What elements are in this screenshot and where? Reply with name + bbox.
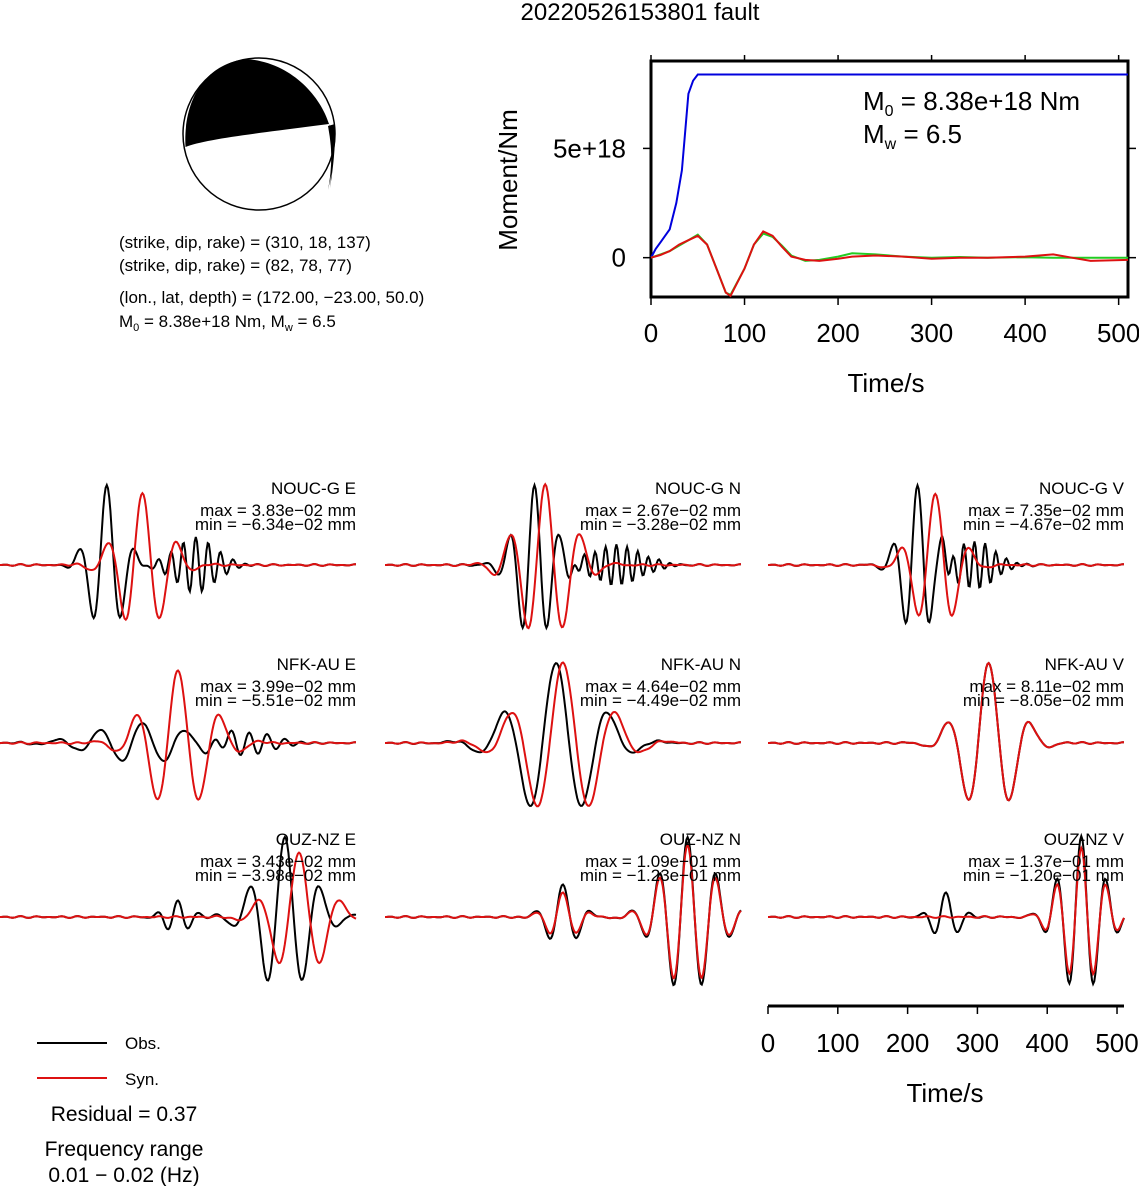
max-amplitude: max = 1.09e−01 mm bbox=[585, 852, 741, 871]
moment-summary: M0 = 8.38e+18 Nm, Mw = 6.5 bbox=[119, 312, 336, 334]
moment-series-group bbox=[650, 73, 1129, 298]
moment-x-tick-label: 500 bbox=[1097, 318, 1139, 348]
max-amplitude: max = 8.11e−02 mm bbox=[969, 677, 1124, 696]
max-amplitude: max = 2.67e−02 mm bbox=[585, 501, 741, 520]
source-location: (lon., lat, depth) = (172.00, −23.00, 50… bbox=[119, 288, 424, 307]
station-label: OUZ-NZ N bbox=[660, 830, 741, 849]
station-label: NOUC-G E bbox=[271, 479, 356, 498]
waveform-x-tick-label: 100 bbox=[816, 1028, 859, 1058]
mw-annotation: Mw = 6.5 bbox=[863, 119, 962, 153]
focal-mechanism-beachball bbox=[182, 57, 336, 211]
synthetic-waveform bbox=[385, 661, 741, 808]
waveform-time-axis: 0 100 200 300 400 500 bbox=[761, 1004, 1139, 1058]
waveform-x-label: Time/s bbox=[906, 1078, 983, 1108]
min-amplitude: min = −3.98e−02 mm bbox=[195, 866, 356, 885]
station-label: NOUC-G N bbox=[655, 479, 741, 498]
moment-y-label: Moment/Nm bbox=[493, 109, 523, 251]
max-amplitude: max = 3.83e−02 mm bbox=[200, 501, 356, 520]
min-amplitude: min = −1.23e−01 mm bbox=[580, 866, 741, 885]
moment-y-tick-label: 0 bbox=[612, 243, 626, 273]
m0-annotation: M0 = 8.38e+18 Nm bbox=[863, 86, 1080, 120]
moment-x-tick-label: 300 bbox=[910, 318, 953, 348]
focal-plane-1: (strike, dip, rake) = (310, 18, 137) bbox=[119, 233, 371, 252]
synthetic-waveform bbox=[768, 845, 1125, 977]
max-amplitude: max = 4.64e−02 mm bbox=[585, 677, 741, 696]
station-label: NFK-AU V bbox=[1045, 655, 1125, 674]
synthetic-waveform bbox=[0, 851, 357, 965]
synthetic-waveform bbox=[768, 661, 1124, 802]
legend: Obs. Syn. bbox=[37, 1034, 161, 1089]
moment-chart-frame bbox=[649, 59, 1130, 299]
min-amplitude: min = −4.49e−02 mm bbox=[580, 691, 741, 710]
residual-text: Residual = 0.37 bbox=[51, 1103, 198, 1126]
min-amplitude: min = −1.20e−01 mm bbox=[963, 866, 1124, 885]
waveform-x-tick-label: 400 bbox=[1026, 1028, 1069, 1058]
moment-x-tick-label: 0 bbox=[644, 318, 658, 348]
focal-plane-2: (strike, dip, rake) = (82, 78, 77) bbox=[119, 256, 352, 275]
moment-x-tick-label: 100 bbox=[723, 318, 766, 348]
synthetic-waveform bbox=[385, 842, 742, 980]
min-amplitude: min = −8.05e−02 mm bbox=[963, 691, 1124, 710]
synthetic-waveform bbox=[385, 482, 741, 630]
waveform-x-tick-label: 200 bbox=[886, 1028, 929, 1058]
min-amplitude: min = −3.28e−02 mm bbox=[580, 515, 741, 534]
station-label: NFK-AU E bbox=[277, 655, 356, 674]
station-label: NOUC-G V bbox=[1039, 479, 1125, 498]
observed-waveform bbox=[0, 722, 356, 762]
moment-series-0 bbox=[650, 73, 1128, 259]
synthetic-waveform bbox=[0, 491, 356, 622]
synthetic-waveform bbox=[0, 669, 356, 801]
moment-x-tick-label: 200 bbox=[816, 318, 859, 348]
moment-chart: 0 100 200 300 400 500 0 5e+18 Time/s Moment/Nm… bbox=[493, 55, 1139, 398]
station-label: NFK-AU N bbox=[661, 655, 741, 674]
legend-obs-label: Obs. bbox=[125, 1034, 161, 1053]
focal-parameters: (strike, dip, rake) = (310, 18, 137) (st… bbox=[119, 233, 424, 334]
legend-syn-label: Syn. bbox=[125, 1070, 159, 1089]
moment-y-tick-label: 5e+18 bbox=[553, 133, 626, 163]
moment-x-tick-label: 400 bbox=[1003, 318, 1046, 348]
station-label: OUZ-NZ V bbox=[1044, 830, 1125, 849]
waveform-x-tick-label: 500 bbox=[1095, 1028, 1138, 1058]
synthetic-waveform bbox=[768, 492, 1124, 618]
min-amplitude: min = −6.34e−02 mm bbox=[195, 515, 356, 534]
waveform-x-tick-label: 300 bbox=[956, 1028, 999, 1058]
max-amplitude: max = 3.43e−02 mm bbox=[200, 852, 356, 871]
frequency-value: 0.01 − 0.02 (Hz) bbox=[48, 1164, 199, 1186]
moment-x-label: Time/s bbox=[847, 368, 924, 398]
figure-title: 20220526153801 fault bbox=[521, 0, 760, 26]
station-label: OUZ-NZ E bbox=[276, 830, 356, 849]
max-amplitude: max = 1.37e−01 mm bbox=[968, 852, 1124, 871]
moment-series-2 bbox=[650, 230, 1129, 298]
moment-y-axis: 0 5e+18 bbox=[553, 133, 1136, 273]
min-amplitude: min = −5.51e−02 mm bbox=[195, 691, 356, 710]
moment-x-axis: 0 100 200 300 400 500 bbox=[644, 55, 1139, 348]
waveform-x-tick-label: 0 bbox=[761, 1028, 775, 1058]
min-amplitude: min = −4.67e−02 mm bbox=[963, 515, 1124, 534]
max-amplitude: max = 3.99e−02 mm bbox=[200, 677, 356, 696]
max-amplitude: max = 7.35e−02 mm bbox=[968, 501, 1124, 520]
frequency-label: Frequency range bbox=[45, 1138, 204, 1161]
